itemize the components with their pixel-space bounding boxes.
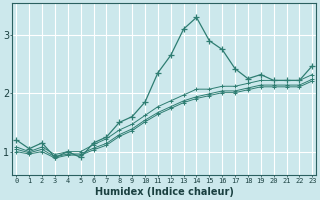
X-axis label: Humidex (Indice chaleur): Humidex (Indice chaleur) [95,187,234,197]
